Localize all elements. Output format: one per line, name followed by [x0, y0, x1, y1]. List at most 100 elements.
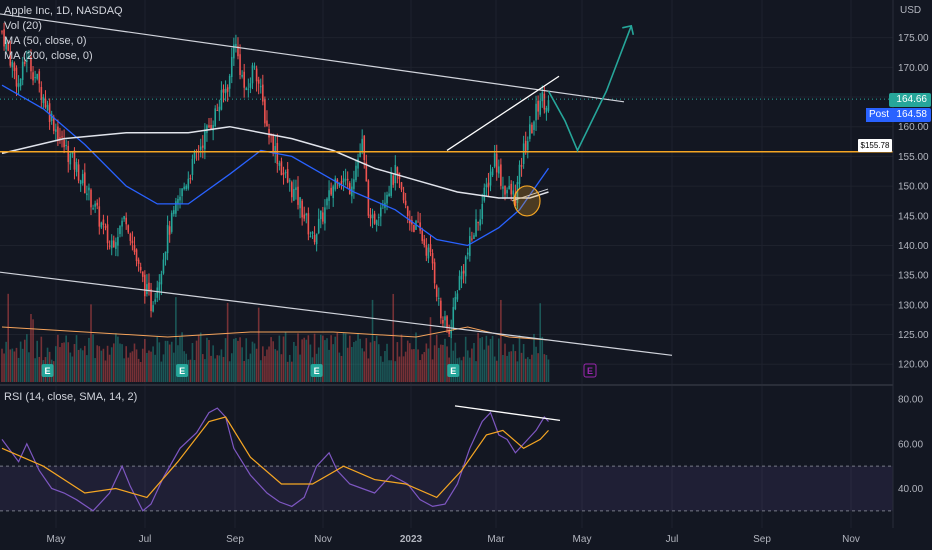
volume-bar	[510, 351, 513, 382]
rsi-tick-label: 60.00	[898, 439, 923, 450]
projection-path	[547, 25, 633, 153]
candle-body	[7, 42, 10, 51]
volume-bar	[146, 352, 148, 382]
candle-body	[388, 193, 390, 196]
currency-label: USD	[900, 5, 922, 16]
volume-bar	[431, 359, 434, 382]
price-tick-label: 170.00	[898, 63, 929, 74]
candle-body	[541, 92, 544, 102]
candle-body	[526, 141, 529, 151]
volume-bar	[319, 334, 322, 382]
volume-bar	[297, 333, 299, 382]
candle-body	[108, 245, 111, 247]
rsi-tick-label: 80.00	[898, 395, 923, 406]
indicator-vol[interactable]: Vol (20)	[4, 20, 42, 32]
candle-body	[444, 316, 446, 321]
candle-body	[185, 185, 188, 190]
indicator-ma200[interactable]: MA (200, close, 0)	[4, 50, 93, 62]
candle-body	[440, 300, 442, 319]
candle-body	[139, 266, 142, 271]
time-tick-label: Jul	[666, 534, 679, 545]
candle-body	[326, 198, 328, 206]
candle-body	[446, 316, 448, 329]
candle-body	[98, 206, 101, 227]
volume-bar	[23, 339, 26, 382]
indicator-ma50[interactable]: MA (50, close, 0)	[4, 35, 87, 47]
candle-body	[17, 83, 20, 88]
candle-body	[533, 121, 535, 130]
volume-bar	[115, 333, 117, 382]
candle-body	[152, 305, 154, 312]
volume-bar	[469, 357, 471, 382]
candle-body	[380, 207, 382, 217]
candle-body	[402, 192, 405, 201]
volume-bar	[168, 344, 171, 382]
candle-body	[216, 109, 219, 111]
volume-bar	[442, 344, 444, 382]
volume-bar	[38, 356, 41, 382]
candle-body	[127, 225, 130, 233]
rsi-title[interactable]: RSI (14, close, SMA, 14, 2)	[4, 391, 138, 403]
time-tick-label: Sep	[753, 534, 771, 545]
time-axis: May Jul Sep Nov 2023 Mar May Jul Sep Nov	[47, 534, 860, 545]
candle-body	[90, 189, 92, 208]
volume-bar	[531, 354, 533, 382]
volume-bar	[291, 361, 293, 382]
volume-bar	[369, 342, 372, 382]
candle-body	[144, 274, 146, 297]
rsi-band	[0, 466, 893, 511]
candle-body	[299, 197, 301, 209]
volume-bar	[384, 350, 386, 382]
volume-bar	[529, 359, 531, 382]
volume-bar	[177, 345, 179, 382]
volume-bar	[392, 293, 395, 382]
candle-body	[224, 88, 227, 94]
candle-body	[274, 145, 277, 154]
candle-body	[88, 187, 90, 191]
volume-bar	[419, 360, 421, 382]
candle-body	[491, 168, 494, 176]
projection-arrowhead	[622, 24, 635, 35]
volume-bar	[423, 352, 426, 382]
volume-bar	[179, 336, 181, 382]
volume-bar	[55, 346, 57, 382]
volume-bar	[57, 334, 59, 382]
volume-bar	[228, 361, 231, 382]
volume-bar	[264, 356, 266, 382]
post-price-tag: 164.58	[889, 108, 931, 122]
candle-body	[282, 172, 285, 175]
candle-body	[433, 262, 436, 284]
candle-body	[280, 161, 283, 176]
volume-bar	[411, 349, 413, 382]
candle-body	[303, 214, 306, 219]
candle-body	[510, 183, 513, 195]
volume-bar	[257, 307, 260, 382]
candle-body	[264, 98, 266, 124]
candle-body	[125, 217, 127, 225]
earnings-marker	[583, 363, 597, 378]
volume-bar	[547, 359, 550, 382]
volume-bar	[454, 342, 457, 382]
candle-body	[117, 236, 119, 246]
candle-body	[115, 242, 117, 249]
rsi-line	[1, 407, 549, 512]
volume-bar	[495, 360, 498, 382]
candle-body	[110, 240, 113, 249]
volume-bar	[40, 336, 43, 382]
candle-body	[32, 72, 34, 81]
candle-body	[481, 203, 484, 219]
volume-bar	[458, 357, 461, 382]
volume-bar	[98, 346, 101, 382]
candle-body	[502, 186, 504, 189]
candle-body	[406, 206, 409, 216]
candle-body	[466, 252, 469, 255]
volume-bar	[526, 357, 529, 382]
candle-body	[239, 54, 241, 75]
volume-bar	[17, 357, 20, 382]
volume-bar	[152, 346, 154, 382]
candle-body	[173, 210, 175, 214]
symbol-title[interactable]: Apple Inc, 1D, NASDAQ	[4, 5, 123, 17]
candle-body	[129, 233, 132, 241]
